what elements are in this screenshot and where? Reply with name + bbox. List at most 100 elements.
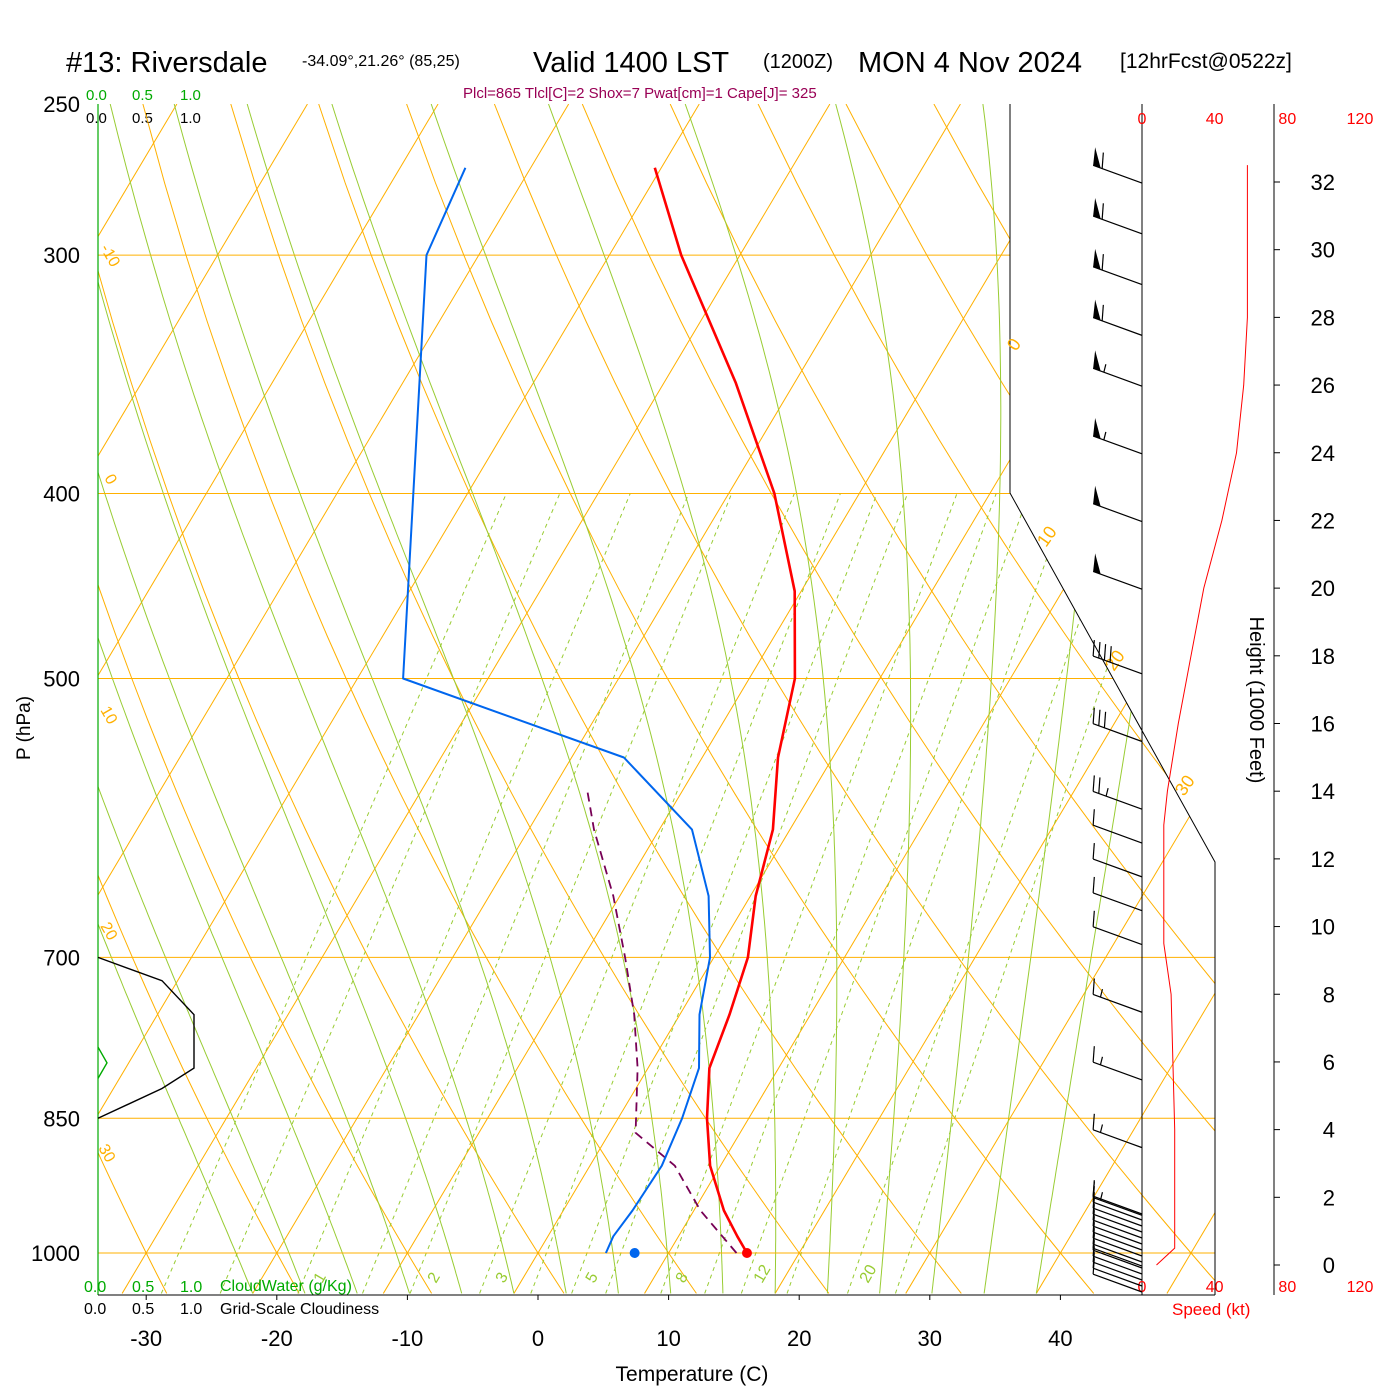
mixing-ratio-lines bbox=[160, 493, 1167, 1294]
dry-adiabat-label: 0 bbox=[101, 472, 120, 488]
isotherm-line bbox=[382, 104, 1092, 1294]
temperature-trace bbox=[653, 167, 797, 1254]
isotherm-label: 0 bbox=[1003, 335, 1025, 355]
mixing-ratio-line bbox=[704, 493, 997, 1294]
temperature-tick-label: 10 bbox=[656, 1326, 680, 1351]
barb-feather bbox=[1098, 642, 1101, 659]
pressure-tick-label: 300 bbox=[43, 243, 80, 268]
wind-barb bbox=[1092, 1198, 1143, 1233]
barb-feather bbox=[1109, 646, 1112, 663]
wind-barb bbox=[1092, 1210, 1143, 1245]
height-tick-label: 12 bbox=[1311, 847, 1335, 872]
mixing-ratio-line bbox=[160, 493, 507, 1294]
temperature-axis-label: Temperature (C) bbox=[616, 1363, 769, 1386]
mixing-ratio-line bbox=[894, 493, 1167, 1294]
wind-barb bbox=[1092, 1192, 1143, 1227]
barb-staff bbox=[1092, 1273, 1143, 1293]
height-tick-label: 22 bbox=[1311, 508, 1335, 533]
temperature-tick-label: 30 bbox=[918, 1326, 942, 1351]
cloudwater-bottom-tick: 0.0 bbox=[84, 1279, 106, 1296]
barb-feather bbox=[1092, 876, 1095, 893]
wind-barb bbox=[1092, 248, 1143, 286]
barb-feather bbox=[1092, 775, 1095, 792]
dry-adiabat-label: 20 bbox=[97, 920, 121, 944]
barb-staff bbox=[1092, 858, 1143, 878]
barb-staff bbox=[1092, 790, 1143, 810]
wind-barb bbox=[1092, 876, 1143, 912]
surface-dewpoint-dot bbox=[629, 1248, 640, 1258]
speed-tick-label-bottom: 80 bbox=[1278, 1279, 1296, 1296]
wind-barb bbox=[1092, 809, 1143, 844]
barb-staff bbox=[1092, 215, 1143, 235]
cloudiness-scale-bottom: 0.0 0.5 1.0 Grid-Scale Cloudiness bbox=[84, 1301, 379, 1318]
barb-feather bbox=[1092, 707, 1095, 724]
barb-feather bbox=[1099, 988, 1104, 998]
barb-feather bbox=[1105, 787, 1109, 797]
isotherm-line bbox=[121, 104, 831, 1294]
height-tick-label: 28 bbox=[1311, 305, 1335, 330]
barb-feather bbox=[1092, 1113, 1095, 1130]
barb-pennant bbox=[1093, 147, 1101, 169]
height-tick-label: 8 bbox=[1323, 982, 1335, 1007]
cloudiness-scale-top: 0.0 0.5 1.0 bbox=[86, 110, 201, 127]
height-tick-label: 6 bbox=[1323, 1050, 1335, 1075]
mixing-ratio-line bbox=[786, 493, 1071, 1294]
dry-adiabat-line bbox=[318, 104, 962, 1294]
dry-adiabat-line bbox=[98, 104, 300, 1294]
height-tick-label: 20 bbox=[1311, 576, 1335, 601]
moist-adiabat-line bbox=[98, 104, 254, 1294]
moist-adiabat-line bbox=[835, 104, 912, 1294]
barb-staff bbox=[1092, 1225, 1143, 1245]
barb-staff bbox=[1092, 1243, 1143, 1263]
sounding-profiles bbox=[97, 167, 797, 1258]
cloudiness-top-tick: 1.0 bbox=[180, 110, 201, 127]
wind-barb bbox=[1092, 553, 1143, 590]
barb-staff bbox=[1092, 367, 1143, 387]
dry-adiabat-line bbox=[98, 104, 433, 1294]
cloudwater-bottom-tick: 0.5 bbox=[132, 1279, 154, 1296]
valid-date: MON 4 Nov 2024 bbox=[858, 47, 1082, 79]
temperature-tick-label: 20 bbox=[787, 1326, 811, 1351]
speed-tick-label-bottom: 40 bbox=[1206, 1279, 1224, 1296]
barb-feather bbox=[1101, 203, 1104, 220]
wind-speed-trace bbox=[1156, 165, 1248, 1266]
cloudwater-top-tick: 0.5 bbox=[132, 87, 153, 104]
temperature-tick-label: 40 bbox=[1048, 1326, 1072, 1351]
cloudwater-scale-top: 0.0 0.5 1.0 bbox=[86, 87, 201, 104]
speed-tick-label-top: 120 bbox=[1347, 111, 1374, 128]
cloudiness-bottom-tick: 1.0 bbox=[180, 1301, 202, 1318]
barb-feather bbox=[1101, 254, 1104, 271]
barb-staff bbox=[1092, 1255, 1143, 1275]
height-tick-label: 0 bbox=[1323, 1253, 1335, 1278]
barb-feather bbox=[1101, 304, 1104, 321]
isobars bbox=[98, 254, 1215, 1254]
cloudwater-top-tick: 1.0 bbox=[180, 87, 201, 104]
dry-adiabat-line bbox=[230, 104, 830, 1294]
moist-adiabat-line bbox=[98, 104, 358, 1294]
mixing-ratio-line bbox=[571, 493, 878, 1294]
wind-barb bbox=[1092, 639, 1143, 675]
barb-staff bbox=[1092, 993, 1143, 1013]
pressure-axis-label: P (hPa) bbox=[14, 696, 35, 760]
barb-staff bbox=[1092, 1247, 1143, 1267]
height-tick-label: 4 bbox=[1323, 1118, 1335, 1143]
barb-feather bbox=[1092, 1046, 1095, 1063]
dry-adiabat-line bbox=[98, 104, 565, 1294]
mixing-ratio-line bbox=[660, 493, 958, 1294]
barb-feather bbox=[1099, 1056, 1104, 1065]
wind-barb bbox=[1092, 299, 1143, 336]
dry-adiabat-label: -10 bbox=[97, 242, 123, 271]
speed-axis-label: Speed (kt) bbox=[1172, 1300, 1250, 1319]
zulu-time: (1200Z) bbox=[763, 51, 833, 73]
wind-barb bbox=[1092, 1113, 1143, 1149]
barb-pennant bbox=[1093, 198, 1101, 219]
speed-tick-label-top: 0 bbox=[1138, 111, 1147, 128]
barb-staff bbox=[1092, 435, 1143, 455]
barb-staff bbox=[1092, 1213, 1143, 1233]
barb-staff bbox=[1092, 1061, 1143, 1081]
moist-adiabat-line bbox=[684, 104, 838, 1294]
moist-adiabat-line bbox=[98, 104, 306, 1294]
